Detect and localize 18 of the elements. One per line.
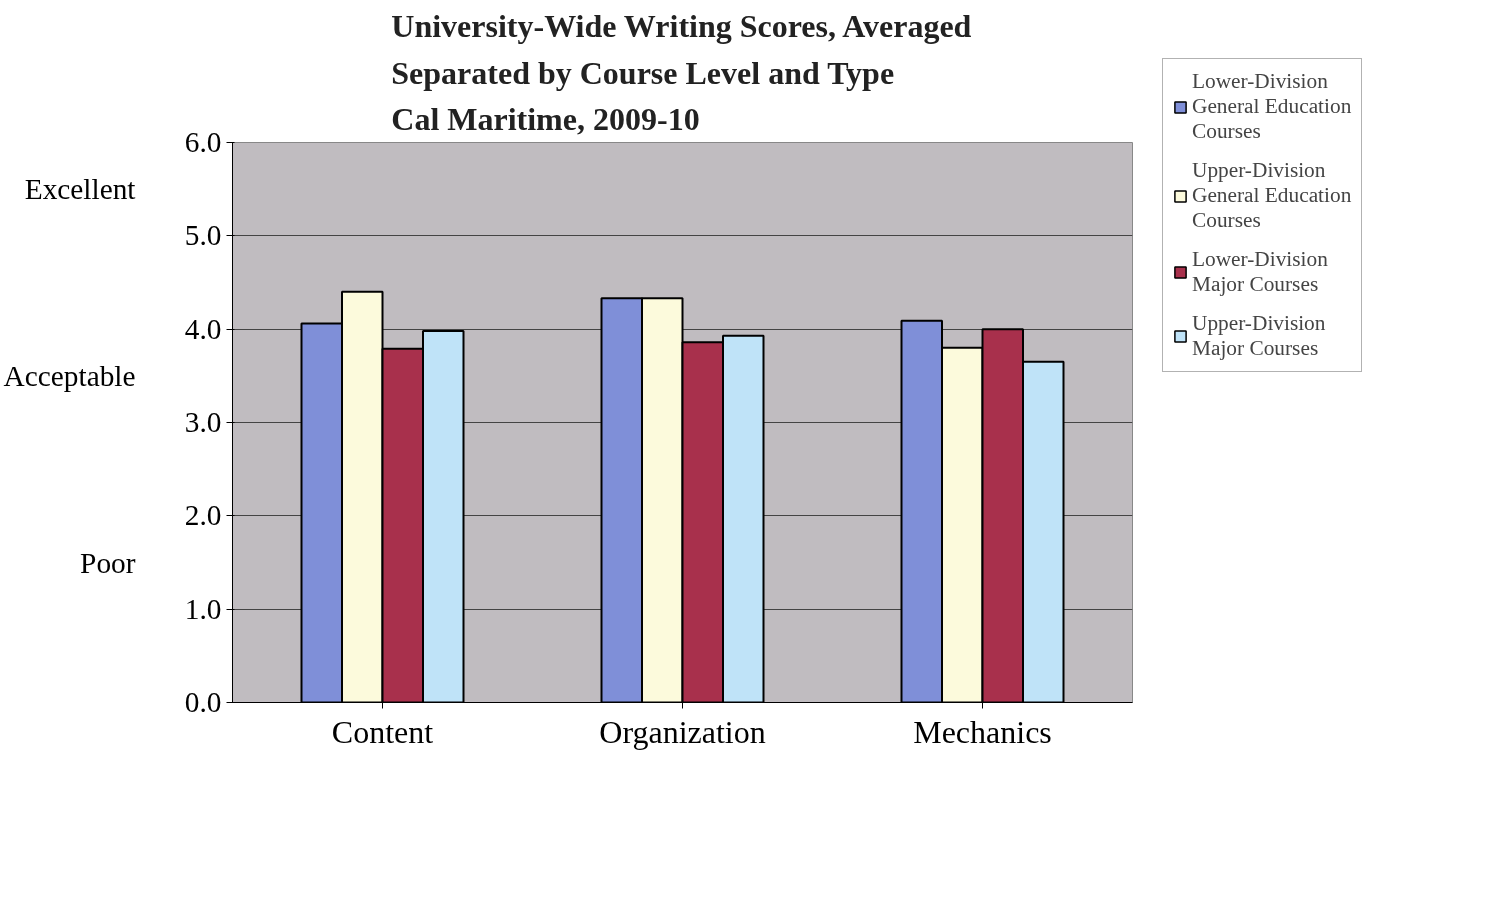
text: Excellent xyxy=(24,173,136,206)
legend-label: Lower-Division Major Courses xyxy=(1192,247,1328,297)
legend-label: Upper-Division Major Courses xyxy=(1192,311,1326,361)
x-tick-label: Organization xyxy=(599,713,766,750)
x-tick-label: Mechanics xyxy=(913,713,1052,750)
y-tick-label: 5.0 xyxy=(184,219,222,252)
y-tick-label: 4.0 xyxy=(184,312,222,345)
chart-title: University-Wide Writing Scores, Averaged Separated by Course Level and Type Cal Maritime, 2009-10 xyxy=(391,7,972,138)
y-tick-label: 3.0 xyxy=(184,406,222,438)
y-tick-label: 0.0 xyxy=(184,686,222,718)
y-tick-label: 6.0 xyxy=(184,126,222,158)
text: Acceptable xyxy=(3,359,136,392)
y-tick-label: 2.0 xyxy=(184,499,222,532)
y-tick-label: 1.0 xyxy=(184,592,222,625)
x-tick-label: Content xyxy=(331,713,434,750)
legend-label: Upper-Division General Education Courses xyxy=(1192,158,1352,233)
text: Poor xyxy=(80,546,136,579)
legend-label: Lower-Division General Education Courses xyxy=(1192,69,1352,144)
